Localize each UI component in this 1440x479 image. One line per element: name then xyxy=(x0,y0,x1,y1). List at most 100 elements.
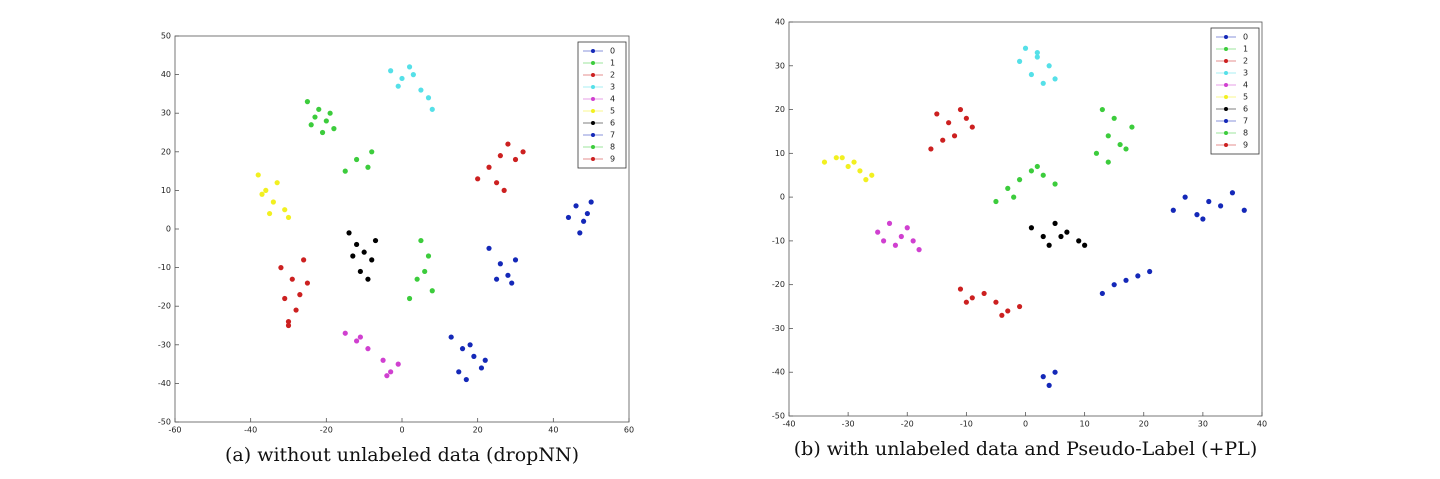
point xyxy=(963,115,969,121)
legend-label: 8 xyxy=(1243,129,1248,138)
point xyxy=(448,334,454,340)
point xyxy=(833,155,839,161)
point xyxy=(304,280,311,286)
legend-marker xyxy=(591,73,595,77)
point xyxy=(512,156,519,163)
point xyxy=(565,214,572,221)
legend-marker xyxy=(1224,95,1228,99)
y-tick-label: -50 xyxy=(158,418,171,427)
point xyxy=(1099,290,1105,297)
point xyxy=(951,133,958,139)
legend-label: 0 xyxy=(1243,33,1248,42)
point xyxy=(482,357,488,363)
point xyxy=(342,330,348,336)
point xyxy=(993,299,999,305)
point xyxy=(259,191,265,197)
legend-marker xyxy=(1224,47,1228,51)
point xyxy=(342,168,348,174)
x-tick-label: -10 xyxy=(960,420,973,429)
point xyxy=(1111,115,1117,121)
point xyxy=(278,265,284,271)
point xyxy=(297,292,303,298)
point xyxy=(350,253,356,259)
point xyxy=(1052,76,1058,82)
point xyxy=(509,280,515,286)
y-tick-label: 20 xyxy=(161,147,171,156)
legend-marker xyxy=(591,85,595,89)
point xyxy=(1046,382,1052,388)
y-tick-label: -10 xyxy=(158,263,171,272)
point xyxy=(1016,58,1023,64)
legend-label: 3 xyxy=(610,83,615,92)
point xyxy=(369,149,375,155)
point xyxy=(388,68,394,74)
point xyxy=(399,75,405,82)
point xyxy=(1034,50,1040,56)
point xyxy=(512,257,519,263)
point xyxy=(384,373,390,379)
point xyxy=(282,295,288,302)
point xyxy=(1129,124,1135,130)
x-tick-label: 40 xyxy=(548,426,558,435)
point xyxy=(928,146,934,152)
y-tick-label: -20 xyxy=(772,280,785,289)
point xyxy=(319,129,326,136)
x-tick-label: -60 xyxy=(168,426,181,435)
x-tick-label: -40 xyxy=(782,420,795,429)
legend-marker xyxy=(591,145,595,149)
point xyxy=(851,159,857,165)
legend-label: 2 xyxy=(610,71,615,80)
point xyxy=(957,286,964,292)
point xyxy=(357,268,363,275)
point xyxy=(501,187,507,193)
point xyxy=(293,307,299,313)
point xyxy=(981,290,987,297)
y-tick-label: -10 xyxy=(772,236,785,245)
y-tick-label: 0 xyxy=(780,193,785,202)
point xyxy=(266,210,273,217)
point xyxy=(1218,203,1224,209)
x-tick-label: 20 xyxy=(473,426,483,435)
point xyxy=(898,233,904,240)
point xyxy=(1005,308,1011,314)
legend-label: 9 xyxy=(610,155,615,164)
point xyxy=(577,230,583,236)
legend-label: 0 xyxy=(610,47,615,56)
point xyxy=(1099,106,1105,113)
caption: (b) with unlabeled data and Pseudo-Label… xyxy=(794,438,1258,460)
point xyxy=(425,95,432,101)
point xyxy=(380,357,386,363)
x-tick-label: 30 xyxy=(1198,420,1208,429)
point xyxy=(1052,181,1058,187)
legend-marker xyxy=(1224,119,1228,123)
point xyxy=(395,83,401,89)
point xyxy=(346,230,352,236)
legend-marker xyxy=(591,49,595,53)
x-tick-label: -40 xyxy=(244,426,257,435)
point xyxy=(497,261,503,267)
point xyxy=(857,168,863,174)
y-tick-label: 10 xyxy=(775,149,785,158)
point xyxy=(467,342,473,348)
legend-marker xyxy=(1224,107,1228,111)
point xyxy=(1093,150,1100,156)
point xyxy=(1028,71,1035,78)
point xyxy=(1022,45,1029,51)
point xyxy=(1005,185,1011,191)
legend-label: 9 xyxy=(1243,141,1248,150)
x-tick-label: 40 xyxy=(1257,420,1267,429)
point xyxy=(255,172,261,178)
point xyxy=(1105,133,1111,139)
point xyxy=(1117,141,1123,148)
point xyxy=(463,376,469,383)
point xyxy=(1147,268,1153,275)
point xyxy=(270,199,276,205)
point xyxy=(1040,233,1046,240)
point xyxy=(475,176,481,182)
legend-marker xyxy=(591,61,595,65)
point xyxy=(910,238,916,244)
point xyxy=(934,111,940,117)
point xyxy=(369,257,375,263)
point xyxy=(316,106,322,112)
legend-label: 8 xyxy=(610,143,615,152)
